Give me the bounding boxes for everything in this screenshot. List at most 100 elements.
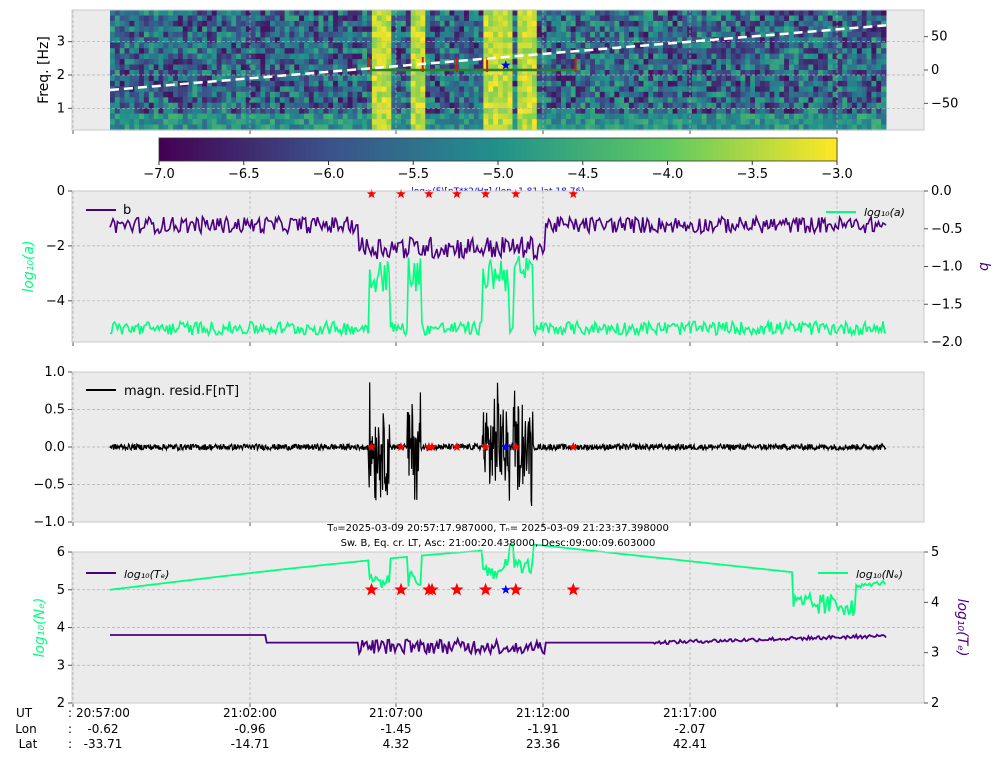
spectrogram-cell [134, 119, 140, 126]
spectrogram-cell [347, 86, 353, 93]
spectrogram-cell [255, 108, 261, 115]
spectrogram-cell [376, 48, 383, 55]
spectrogram-cell [483, 59, 489, 66]
spectrogram-cell [546, 59, 552, 66]
spectrogram-cell [546, 91, 552, 98]
spectrogram-cell [323, 37, 329, 44]
spectrogram-cell [129, 70, 135, 77]
spectrogram-cell [468, 53, 475, 60]
spectrogram-cell [512, 26, 518, 33]
spectrogram-cell [793, 53, 800, 60]
spectrogram-cell [216, 119, 223, 126]
spectrogram-cell [866, 124, 872, 131]
spectrogram-cell [260, 15, 266, 22]
y-tick-label: 2 [57, 696, 65, 711]
spectrogram-cell [459, 86, 465, 93]
spectrogram-cell [401, 15, 407, 22]
spectrogram-cell [405, 48, 412, 55]
spectrogram-cell [415, 70, 421, 77]
spectrogram-cell [730, 64, 737, 71]
spectrogram-cell [449, 70, 455, 77]
spectrogram-cell [308, 53, 315, 60]
spectrogram-cell [536, 48, 543, 55]
spectrogram-cell [701, 64, 708, 71]
spectrogram-cell [633, 113, 640, 120]
spectrogram-cell [643, 80, 649, 87]
spectrogram-cell [376, 102, 383, 109]
spectrogram-cell [532, 15, 538, 22]
spectrogram-cell [313, 124, 320, 131]
spectrogram-cell [808, 42, 814, 49]
spectrogram-cell [187, 59, 193, 66]
spectrogram-cell [226, 15, 232, 22]
spectrogram-cell [662, 102, 669, 109]
spectrogram-cell [740, 53, 746, 60]
spectrogram-cell [595, 26, 601, 33]
spectrogram-cell [420, 86, 426, 93]
spectrogram-cell [517, 48, 523, 55]
spectrogram-cell [255, 86, 261, 93]
spectrogram-cell [532, 59, 538, 66]
spectrogram-cell [396, 64, 402, 71]
spectrogram-cell [478, 97, 484, 104]
spectrogram-cell [570, 119, 577, 126]
spectrogram-cell [595, 80, 601, 87]
spectrogram-cell [682, 86, 688, 93]
spectrogram-cell [677, 97, 683, 104]
spectrogram-cell [473, 124, 480, 131]
spectrogram-cell [658, 20, 664, 27]
spectrogram-cell [604, 53, 611, 60]
spectrogram-cell [750, 42, 756, 49]
spectrogram-cell [561, 97, 567, 104]
spectrogram-cell [716, 108, 722, 115]
colorbar-swatch [718, 138, 725, 161]
spectrogram-cell [745, 53, 751, 60]
spectrogram-cell [735, 48, 741, 55]
spectrogram-cell [337, 42, 344, 49]
y-tick-label: −0.5 [33, 478, 65, 493]
spectrogram-cell [861, 26, 868, 33]
spectrogram-cell [570, 15, 577, 22]
spectrogram-cell [415, 15, 421, 22]
spectrogram-cell [381, 26, 387, 33]
spectrogram-cell [517, 70, 523, 77]
event-star-blue [501, 584, 511, 594]
spectrogram-cell [386, 124, 392, 131]
spectrogram-cell [803, 10, 809, 17]
spectrogram-cell [444, 80, 450, 87]
spectrogram-cell [367, 31, 373, 38]
spectrogram-cell [313, 108, 320, 115]
spectrogram-cell [367, 26, 373, 33]
spectrogram-cell [624, 91, 630, 98]
spectrogram-cell [245, 10, 252, 17]
y-tick-label: −2 [46, 239, 65, 254]
spectrogram-cell [197, 31, 203, 38]
spectrogram-cell [658, 59, 664, 66]
spectrogram-cell [119, 31, 126, 38]
spectrogram-cell [129, 10, 135, 17]
spectrogram-cell [177, 42, 184, 49]
spectrogram-cell [565, 48, 572, 55]
spectrogram-cell [415, 31, 421, 38]
spectrogram-cell [498, 75, 504, 82]
spectrogram-cell [856, 108, 863, 115]
spectrogram-cell [643, 91, 649, 98]
spectrogram-cell [250, 113, 256, 120]
colorbar-swatch [192, 138, 200, 161]
spectrogram-cell [245, 119, 252, 126]
spectrogram-cell [139, 64, 145, 71]
spectrogram-cell [255, 119, 261, 126]
y-axis-label: log₁₀(a) [21, 240, 37, 292]
spectrogram-cell [488, 37, 494, 44]
spectrogram-cell [532, 48, 538, 55]
spectrogram-cell [711, 53, 717, 60]
spectrogram-cell [202, 70, 208, 77]
spectrogram-cell [532, 26, 538, 33]
spectrogram-cell [357, 86, 363, 93]
spectrogram-cell [342, 53, 349, 60]
spectrogram-cell [289, 80, 295, 87]
spectrogram-cell [134, 53, 140, 60]
spectrogram-cell [163, 124, 169, 131]
spectrogram-cell [313, 70, 320, 77]
spectrogram-cell [444, 108, 450, 115]
